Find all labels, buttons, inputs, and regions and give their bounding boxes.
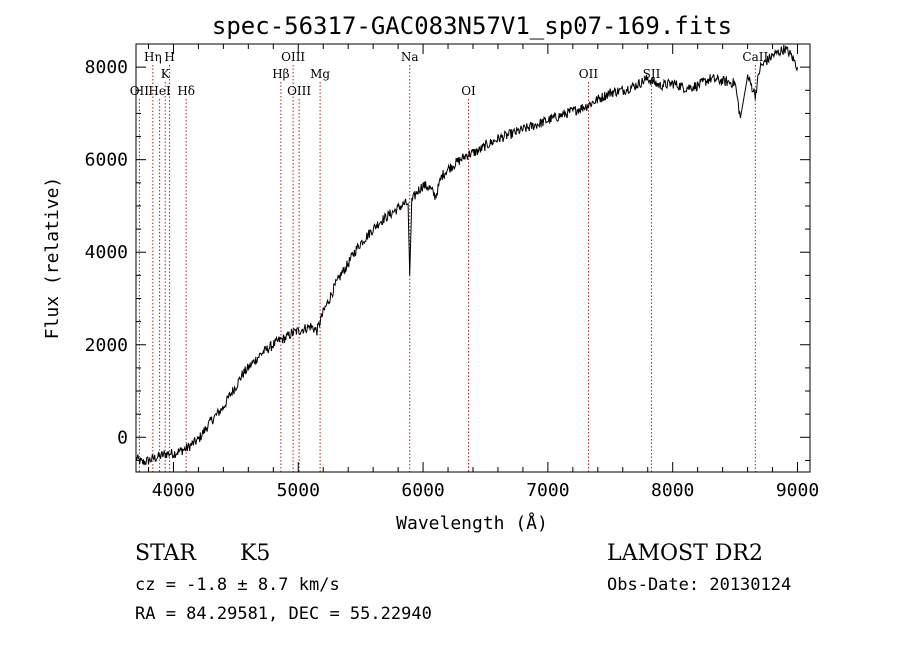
x-axis-label: Wavelength (Å) <box>396 512 548 534</box>
object-subclass: K5 <box>240 541 270 566</box>
spectral-line-label: K <box>161 67 171 81</box>
x-tick-label: 6000 <box>401 480 444 501</box>
spectral-line-label: HeI <box>148 84 171 98</box>
spectral-line-label: Hβ <box>272 67 289 81</box>
spectral-line-label: Na <box>401 50 419 64</box>
y-tick-label: 0 <box>117 427 128 448</box>
spectral-line-label: CaII <box>742 50 768 64</box>
y-axis-label: Flux (relative) <box>42 177 63 340</box>
spectral-line-label: H <box>164 50 174 64</box>
spectral-line-label: OII <box>130 84 150 98</box>
x-tick-label: 5000 <box>277 480 320 501</box>
plot-frame <box>135 43 811 473</box>
redshift-cz: cz = -1.8 ± 8.7 km/s <box>135 575 340 595</box>
y-tick-label: 4000 <box>85 242 128 263</box>
x-tick-label: 8000 <box>651 480 694 501</box>
coordinates: RA = 84.29581, DEC = 55.22940 <box>135 604 432 624</box>
y-tick-label: 6000 <box>85 150 128 171</box>
chart-title: spec-56317-GAC083N57V1_sp07-169.fits <box>212 12 732 40</box>
spectral-line-label: OIII <box>281 50 305 64</box>
spectral-line-label: OII <box>579 67 599 81</box>
spectral-line-label: Hη <box>144 50 162 64</box>
obs-date: Obs-Date: 20130124 <box>607 575 791 595</box>
spectral-line-label: OI <box>461 84 476 98</box>
flux-series <box>135 44 798 466</box>
y-tick-label: 8000 <box>85 57 128 78</box>
x-tick-label: 7000 <box>526 480 569 501</box>
x-tick-label: 4000 <box>152 480 195 501</box>
x-tick-label: 9000 <box>776 480 819 501</box>
y-tick-label: 2000 <box>85 335 128 356</box>
spectral-line-label: OIII <box>287 84 311 98</box>
survey-name: LAMOST DR2 <box>607 541 763 566</box>
spectral-line-label: Hδ <box>177 84 195 98</box>
spectral-line-label: Mg <box>310 67 330 81</box>
axis-ticks: 4000 5000 6000 7000 8000 9000 0 2000 4000 6000 800… <box>85 44 819 501</box>
flux-line <box>135 44 798 466</box>
object-class: STAR <box>135 541 197 566</box>
